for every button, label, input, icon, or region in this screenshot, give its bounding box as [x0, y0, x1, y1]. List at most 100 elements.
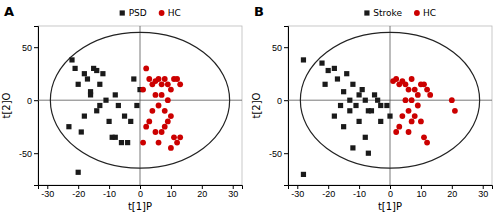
- y-tick: -50: [269, 149, 288, 159]
- square-point: [301, 57, 306, 62]
- y-axis: -50050: [269, 27, 289, 186]
- circle-point: [396, 124, 402, 130]
- x-axis-title: t[1]P: [128, 201, 152, 212]
- circle-point: [409, 97, 415, 103]
- square-point: [106, 119, 111, 124]
- x-tick-label: 10: [416, 189, 426, 199]
- y-tick-mark: [284, 100, 288, 101]
- x-tick: -30: [41, 185, 54, 199]
- circle-point: [449, 97, 455, 103]
- crosshair-vertical: [140, 26, 141, 185]
- square-point: [122, 114, 127, 119]
- circle-point: [171, 134, 177, 140]
- circle-point: [406, 108, 412, 114]
- panel-label: A: [4, 4, 14, 19]
- square-point: [97, 82, 102, 87]
- circle-point: [415, 92, 421, 98]
- x-tick: 0: [388, 185, 393, 199]
- panel: -30-20-100102030-50050t[1]Pt[2]OAPSDHC: [1, 4, 243, 212]
- square-point: [332, 66, 337, 71]
- circle-point: [162, 124, 168, 130]
- x-tick-label: 20: [447, 189, 457, 199]
- plot-area: [288, 26, 492, 185]
- square-point: [97, 103, 102, 108]
- circle-point: [159, 129, 165, 135]
- square-point: [387, 114, 392, 119]
- square-point: [335, 76, 340, 81]
- y-tick-mark: [34, 153, 38, 154]
- y-tick: -50: [19, 149, 38, 159]
- y-tick-label: 0: [27, 96, 32, 106]
- circle-point: [140, 140, 146, 146]
- square-point: [347, 108, 352, 113]
- square-point: [113, 135, 118, 140]
- square-point: [103, 98, 108, 103]
- legend-item: Stroke: [364, 8, 402, 18]
- square-point: [384, 103, 389, 108]
- square-point: [350, 82, 355, 87]
- plot-area: [38, 26, 242, 185]
- circle-point: [427, 92, 433, 98]
- y-tick-mark: [34, 47, 38, 48]
- chart: -30-20-100102030-50050t[1]Pt[2]OAPSDHC-3…: [0, 0, 500, 213]
- square-point: [372, 92, 377, 97]
- x-tick: 10: [166, 185, 176, 199]
- square-point: [369, 108, 374, 113]
- square-point: [319, 61, 324, 66]
- y-tick-label: -50: [269, 149, 282, 159]
- x-axis: -30-20-100102030: [39, 185, 243, 199]
- square-point: [69, 57, 74, 62]
- square-point: [76, 82, 81, 87]
- series-points: [66, 57, 142, 175]
- square-point: [134, 103, 139, 108]
- square-point: [82, 71, 87, 76]
- square-point: [363, 98, 368, 103]
- circle-point: [162, 108, 168, 114]
- legend-swatch: [120, 10, 125, 15]
- legend-swatch: [159, 10, 165, 16]
- legend-label: HC: [423, 8, 436, 18]
- circle-point: [165, 119, 171, 125]
- circle-point: [412, 113, 418, 119]
- square-point: [344, 71, 349, 76]
- legend: Stroke HC: [364, 8, 436, 18]
- square-point: [347, 98, 352, 103]
- circle-point: [406, 87, 412, 93]
- circle-point: [452, 108, 458, 114]
- x-tick: 20: [197, 185, 207, 199]
- circle-point: [177, 134, 183, 140]
- circle-point: [399, 113, 405, 119]
- square-point: [76, 170, 81, 175]
- circle-point: [146, 119, 152, 125]
- confidence-ellipse: [300, 32, 479, 168]
- y-tick: 50: [272, 43, 288, 53]
- square-point: [72, 66, 77, 71]
- x-tick: 30: [478, 185, 488, 199]
- x-tick-label: 0: [138, 189, 143, 199]
- confidence-ellipse: [50, 32, 229, 168]
- circle-point: [174, 76, 180, 82]
- x-tick: -10: [103, 185, 116, 199]
- circle-point: [156, 76, 162, 82]
- series-points: [140, 66, 183, 151]
- x-tick: -20: [322, 185, 335, 199]
- circle-point: [174, 140, 180, 146]
- circle-point: [165, 81, 171, 87]
- x-tick: -30: [291, 185, 304, 199]
- square-point: [378, 119, 383, 124]
- circle-point: [177, 81, 183, 87]
- circle-point: [162, 76, 168, 82]
- x-tick-label: -30: [291, 189, 304, 199]
- x-tick-label: -20: [322, 189, 335, 199]
- square-point: [301, 172, 306, 177]
- x-tick-label: -20: [72, 189, 85, 199]
- square-point: [94, 108, 99, 113]
- x-axis-title: t[1]P: [378, 201, 402, 212]
- panel: -30-20-100102030-50050t[1]Pt[2]OBStrokeH…: [251, 4, 493, 212]
- square-point: [341, 89, 346, 94]
- circle-point: [424, 140, 430, 146]
- series-points: [390, 76, 458, 145]
- square-point: [79, 129, 84, 134]
- square-point: [66, 124, 71, 129]
- circle-point: [156, 103, 162, 109]
